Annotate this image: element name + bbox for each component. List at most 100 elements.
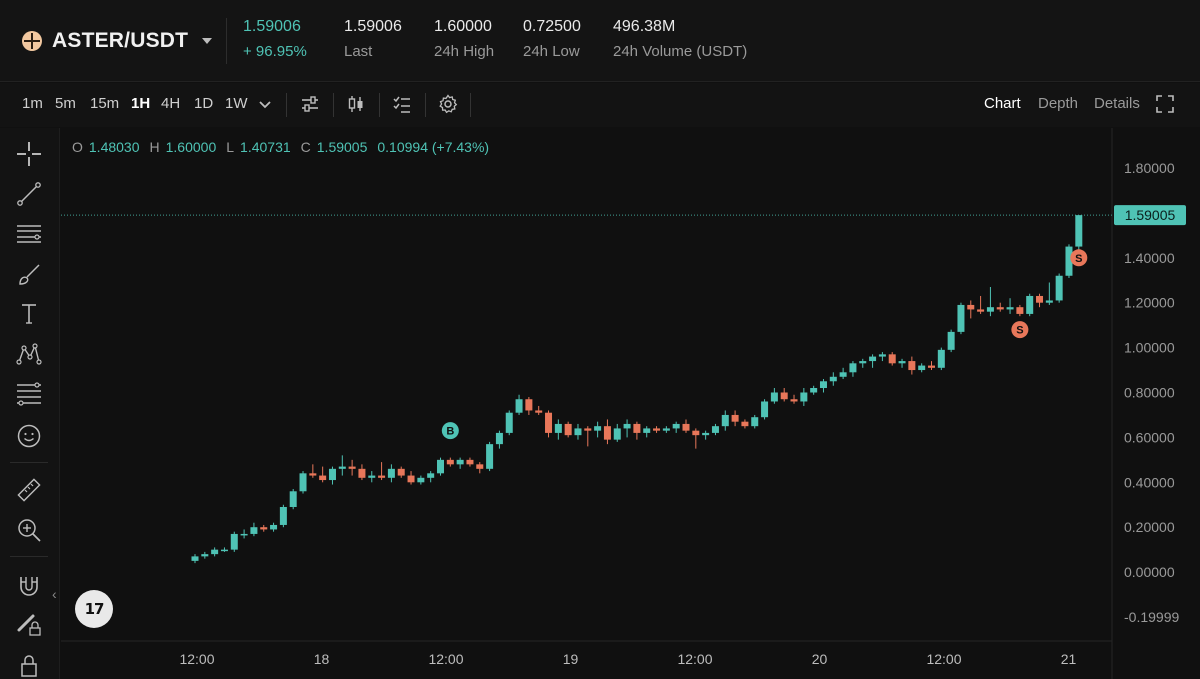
chevron-down-icon[interactable] xyxy=(254,93,276,115)
candle-body xyxy=(348,466,356,469)
candle-body xyxy=(338,466,346,469)
candle-body xyxy=(829,376,837,382)
collapse-arrow-icon[interactable]: ‹ xyxy=(52,586,57,602)
fib-tool-icon[interactable] xyxy=(15,380,43,408)
tab-details[interactable]: Details xyxy=(1094,95,1140,112)
candle-body xyxy=(495,432,503,445)
candle-body xyxy=(289,491,297,507)
candle-body xyxy=(898,361,906,364)
candle-body xyxy=(466,459,474,465)
candle-body xyxy=(1036,295,1044,303)
candle-body xyxy=(378,475,386,478)
candle-change: 0.10994 (+7.43%) xyxy=(377,139,490,155)
candle-body xyxy=(211,549,219,555)
candle-body xyxy=(387,468,395,478)
toolbar-divider xyxy=(470,93,471,117)
candle-body xyxy=(800,392,808,402)
candle-body xyxy=(250,527,258,534)
candle-body xyxy=(682,423,690,431)
candle-body xyxy=(397,468,405,476)
candle-body xyxy=(761,401,769,418)
text-tool-icon[interactable] xyxy=(15,300,43,328)
indicators-icon[interactable] xyxy=(299,93,321,115)
timeframe-1h[interactable]: 1H xyxy=(131,95,151,112)
y-tick-label: 1.00000 xyxy=(1124,340,1175,356)
tab-chart[interactable]: Chart xyxy=(984,95,1021,112)
stat-last: 1.59006 Last xyxy=(344,16,402,62)
stat-value: 496.38M xyxy=(613,18,676,35)
x-tick-label: 12:00 xyxy=(179,651,214,667)
candle-body xyxy=(633,423,641,433)
buy-marker xyxy=(441,422,459,440)
aster-coin-icon xyxy=(22,31,42,51)
candle-body xyxy=(849,363,857,373)
stat-label: 24h High xyxy=(434,43,495,60)
timeframe-5m[interactable]: 5m xyxy=(55,95,76,112)
drawing-toolbar xyxy=(0,128,60,679)
y-tick-label: 0.00000 xyxy=(1124,564,1175,580)
current-price-tag xyxy=(1114,205,1186,226)
change-percent: + 96.95% xyxy=(243,43,307,60)
current-price-label: 1.59005 xyxy=(1125,207,1176,223)
candle-body xyxy=(319,475,327,481)
tradingview-logo[interactable]: 17 xyxy=(75,590,113,628)
candle-body xyxy=(417,477,425,483)
candle-body xyxy=(299,473,307,492)
trend-line-icon[interactable] xyxy=(15,180,43,208)
x-tick-label: 18 xyxy=(314,651,330,667)
timeframe-1w[interactable]: 1W xyxy=(225,95,248,112)
price-chart[interactable]: 1.80000 1.40000 1.20000 1.00000 0.80000 0.600… xyxy=(61,128,1200,679)
stat-24h-low: 0.72500 24h Low xyxy=(523,16,581,62)
ruler-icon[interactable] xyxy=(15,476,43,504)
toolbar-divider xyxy=(379,93,380,117)
template-list-icon[interactable] xyxy=(391,93,413,115)
candle-body xyxy=(878,354,886,357)
high-value: 1.60000 xyxy=(165,139,217,155)
crosshair-icon[interactable] xyxy=(15,140,43,168)
candle-body xyxy=(1026,295,1034,314)
open-value: 1.48030 xyxy=(88,139,140,155)
candle-body xyxy=(947,331,955,350)
y-tick-label: -0.19999 xyxy=(1124,609,1179,625)
price-change-block: 1.59006 + 96.95% xyxy=(243,16,307,62)
pattern-tool-icon[interactable] xyxy=(15,340,43,368)
lock-pencil-icon[interactable] xyxy=(15,610,43,638)
timeframe-15m[interactable]: 15m xyxy=(90,95,120,112)
candle-body xyxy=(368,475,376,478)
timeframe-4h[interactable]: 4H xyxy=(161,95,181,112)
candlestick-chart[interactable]: 1.80000 1.40000 1.20000 1.00000 0.80000 0.600… xyxy=(61,128,1200,679)
lock-icon[interactable] xyxy=(15,652,43,679)
gear-icon[interactable] xyxy=(437,93,459,115)
toolbar-divider xyxy=(333,93,334,117)
candle-body xyxy=(702,432,710,436)
fullscreen-icon[interactable] xyxy=(1154,93,1176,115)
chart-toolbar: 1m 5m 15m 1H 4H 1D 1W xyxy=(0,83,1200,127)
tab-depth[interactable]: Depth xyxy=(1038,95,1079,112)
buy-marker-label: B xyxy=(446,426,454,438)
emoji-icon[interactable] xyxy=(15,422,43,450)
zoom-in-icon[interactable] xyxy=(15,516,43,544)
candle-type-icon[interactable] xyxy=(345,93,367,115)
stat-24h-high: 1.60000 24h High xyxy=(434,16,494,62)
stat-label: 24h Low xyxy=(523,43,580,60)
stat-label: Last xyxy=(344,43,373,60)
horizontal-lines-icon[interactable] xyxy=(15,220,43,248)
candle-body xyxy=(230,533,238,550)
candle-body xyxy=(957,304,965,332)
candle-body xyxy=(427,473,435,478)
timeframe-1d[interactable]: 1D xyxy=(194,95,214,112)
candle-body xyxy=(692,430,700,436)
timeframe-1m[interactable]: 1m xyxy=(22,95,43,112)
last-price-highlight: 1.59006 xyxy=(243,18,301,35)
candle-body xyxy=(653,428,661,431)
pair-selector[interactable]: ASTER/USDT xyxy=(22,26,213,56)
candle-body xyxy=(358,468,366,478)
candle-body xyxy=(1065,246,1073,276)
brush-icon[interactable] xyxy=(15,260,43,288)
candle-body xyxy=(977,309,985,312)
magnet-icon[interactable] xyxy=(15,572,43,600)
market-header: ASTER/USDT 1.59006 + 96.95% 1.59006 Last… xyxy=(0,0,1200,82)
candle-body xyxy=(535,410,543,413)
candle-body xyxy=(996,307,1004,310)
x-tick-label: 12:00 xyxy=(926,651,961,667)
